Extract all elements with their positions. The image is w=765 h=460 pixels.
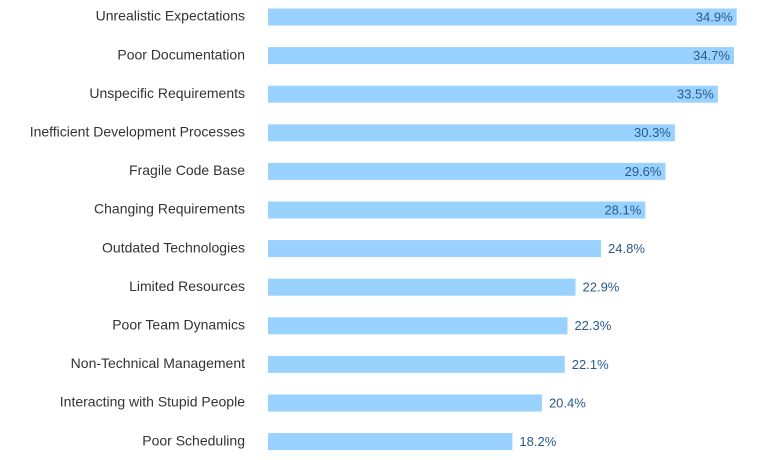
category-label: Poor Documentation [117,46,245,62]
bar [268,394,542,412]
bar [268,240,602,258]
value-label: 22.1% [572,357,609,372]
category-label: Inefficient Development Processes [30,124,245,140]
category-label: Interacting with Stupid People [60,394,245,410]
category-label: Poor Team Dynamics [112,317,245,333]
value-label: 30.3% [634,125,671,140]
value-label: 34.9% [696,9,733,24]
value-label: 34.7% [693,48,730,63]
category-label: Unspecific Requirements [89,85,245,101]
bar [268,278,576,296]
value-label: 22.3% [574,318,611,333]
category-label: Changing Requirements [94,201,245,217]
bar [268,47,734,65]
value-label: 29.6% [625,164,662,179]
value-label: 24.8% [608,241,645,256]
category-label: Non-Technical Management [71,355,245,371]
bar [268,433,513,451]
value-label: 22.9% [583,280,620,295]
category-label: Unrealistic Expectations [96,8,245,24]
category-label: Limited Resources [129,278,245,294]
bar [268,201,646,219]
bar [268,317,568,335]
category-label: Outdated Technologies [102,239,245,255]
bar [268,8,737,26]
category-label: Fragile Code Base [129,162,245,178]
value-label: 20.4% [549,395,586,410]
bar [268,355,565,373]
category-label: Poor Scheduling [142,432,245,448]
bar [268,162,666,180]
value-label: 28.1% [604,202,641,217]
value-label: 18.2% [519,434,556,449]
bar [268,85,718,103]
bar [268,124,675,142]
value-label: 33.5% [677,87,714,102]
